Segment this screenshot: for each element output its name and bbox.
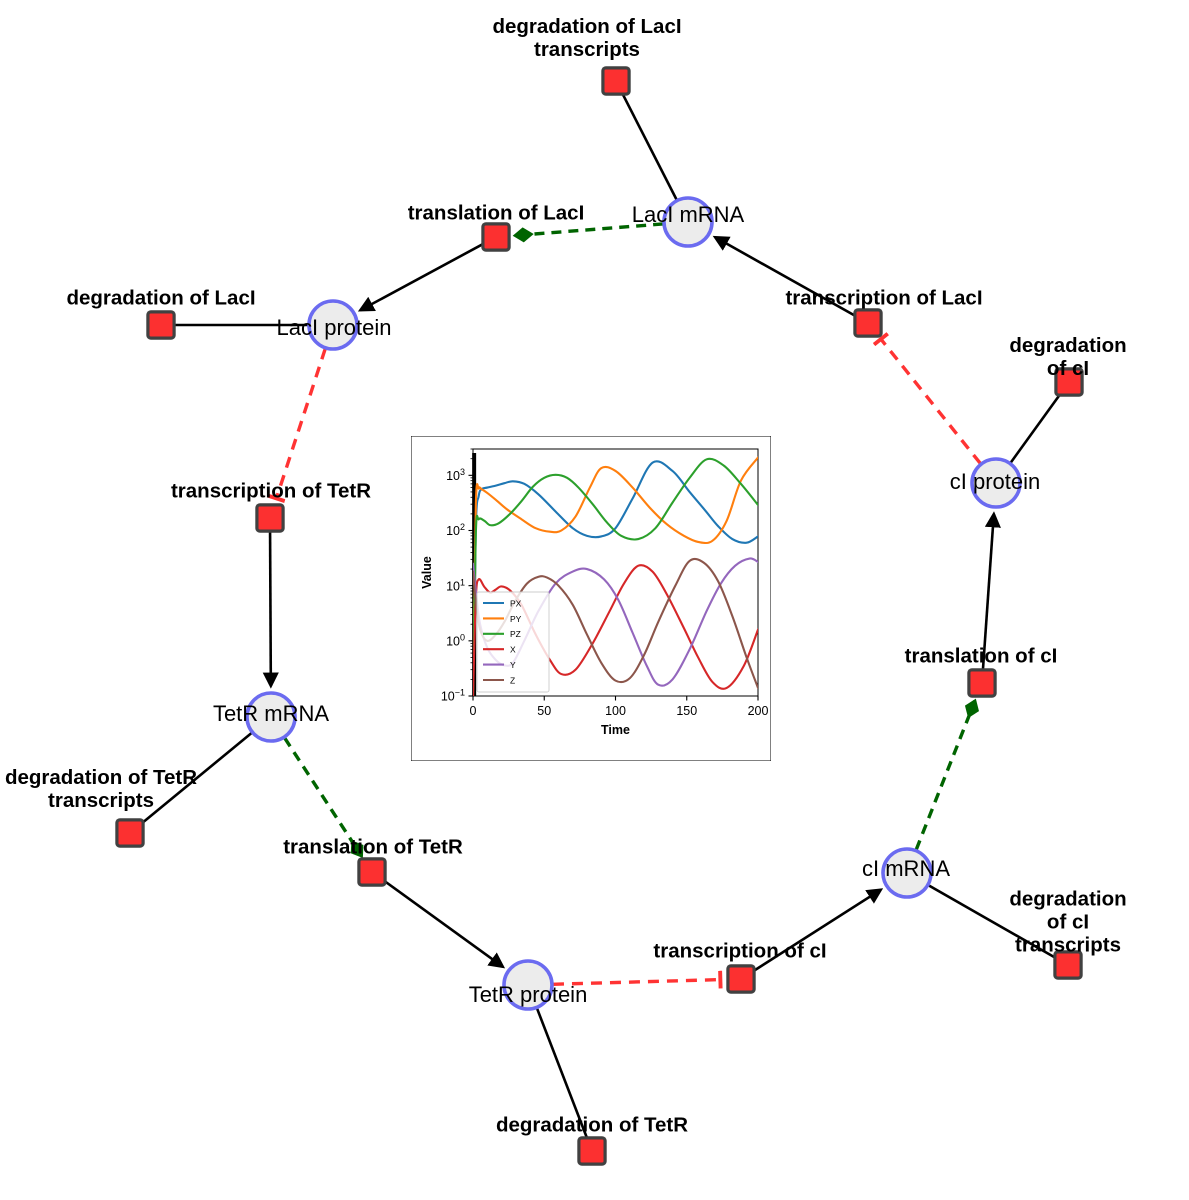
edge-layer <box>139 91 1063 1140</box>
edge-plain <box>1009 391 1063 464</box>
node-layer <box>115 66 1084 1166</box>
plot-ytick-label: 100 <box>446 632 465 648</box>
plot-ytick-label: 103 <box>446 467 465 483</box>
reaction-square[interactable] <box>580 1139 604 1163</box>
species-node-laci_mrna[interactable] <box>662 196 714 248</box>
plot-xtick-label: 150 <box>676 704 697 718</box>
plot-ytick-label: 101 <box>446 577 465 593</box>
edge-modifier <box>283 737 364 858</box>
plot-line-PZ <box>473 457 758 696</box>
edge-activation <box>712 235 858 318</box>
reaction-node-deg_ci[interactable] <box>1054 367 1084 397</box>
reaction-square[interactable] <box>729 967 753 991</box>
reaction-node-translation_ci[interactable] <box>967 668 997 698</box>
plot-ytick-label: 102 <box>446 522 465 538</box>
edge-activation <box>262 530 279 689</box>
reaction-node-transcription_tetr[interactable] <box>255 503 285 533</box>
edge-inhibition <box>872 332 982 465</box>
reaction-square[interactable] <box>1057 370 1081 394</box>
edge-activation <box>981 511 1001 671</box>
plot-legend-label-PX: PX <box>510 598 522 608</box>
reaction-node-deg_laci_transcripts[interactable] <box>601 66 631 96</box>
species-circle[interactable] <box>881 847 933 899</box>
timecourse-inset-plot: 10−1 100 101 102 103 0 50 100 150 200 Time Value PX P… <box>411 436 771 761</box>
plot-outer-frame <box>411 436 771 761</box>
species-circle[interactable] <box>662 196 714 248</box>
plot-legend-label-X: X <box>510 645 516 655</box>
reaction-node-transcription_ci[interactable] <box>726 964 756 994</box>
species-node-ci_protein[interactable] <box>970 457 1022 509</box>
reaction-square[interactable] <box>118 821 142 845</box>
plot-legend-label-Y: Y <box>510 660 516 670</box>
reaction-square[interactable] <box>856 311 880 335</box>
plot-xtick-label: 0 <box>470 704 477 718</box>
edge-inhibition <box>552 970 723 989</box>
reaction-square[interactable] <box>149 313 173 337</box>
reaction-square[interactable] <box>970 671 994 695</box>
reaction-node-deg_tetr_transcripts[interactable] <box>115 818 145 848</box>
species-circle[interactable] <box>970 457 1022 509</box>
plot-ylabel: Value <box>420 556 434 589</box>
species-node-tetr_protein[interactable] <box>502 959 554 1011</box>
reaction-node-translation_laci[interactable] <box>481 222 511 252</box>
edge-plain <box>928 884 1058 960</box>
species-circle[interactable] <box>307 299 359 351</box>
edge-inhibition <box>267 348 327 503</box>
reaction-square[interactable] <box>484 225 508 249</box>
species-node-ci_mrna[interactable] <box>881 847 933 899</box>
reaction-node-deg_tetr[interactable] <box>577 1136 607 1166</box>
reaction-node-deg_ci_transcripts[interactable] <box>1053 950 1083 980</box>
edge-activation <box>357 242 486 312</box>
reaction-node-transcription_laci[interactable] <box>853 308 883 338</box>
species-node-laci_protein[interactable] <box>307 299 359 351</box>
plot-legend-box <box>476 591 550 693</box>
species-node-tetr_mrna[interactable] <box>245 691 297 743</box>
edge-activation <box>751 888 884 974</box>
edge-plain <box>139 731 253 826</box>
reaction-square[interactable] <box>360 860 384 884</box>
plot-xtick-label: 200 <box>748 704 769 718</box>
plot-line-PX <box>473 460 758 696</box>
plot-xlabel: Time <box>601 723 630 737</box>
reaction-node-translation_tetr[interactable] <box>357 857 387 887</box>
reaction-square[interactable] <box>1056 953 1080 977</box>
plot-xtick-label: 50 <box>537 704 551 718</box>
timecourse-plot-svg: 10−1 100 101 102 103 0 50 100 150 200 Time Value PX P… <box>411 436 771 761</box>
species-circle[interactable] <box>245 691 297 743</box>
plot-legend-label-Z: Z <box>510 675 515 685</box>
plot-line-PY <box>473 456 758 696</box>
reaction-square[interactable] <box>258 506 282 530</box>
edge-modifier <box>512 222 664 243</box>
species-circle[interactable] <box>502 959 554 1011</box>
edge-modifier <box>914 698 979 851</box>
plot-legend-label-PY: PY <box>510 614 522 624</box>
reaction-node-deg_laci[interactable] <box>146 310 176 340</box>
edge-plain <box>535 1007 589 1140</box>
reaction-square[interactable] <box>604 69 628 93</box>
edge-plain <box>620 91 678 201</box>
plot-xtick-label: 100 <box>605 704 626 718</box>
plot-ytick-label: 10−1 <box>441 688 465 704</box>
edge-activation <box>381 878 506 969</box>
plot-legend-label-PZ: PZ <box>510 629 521 639</box>
